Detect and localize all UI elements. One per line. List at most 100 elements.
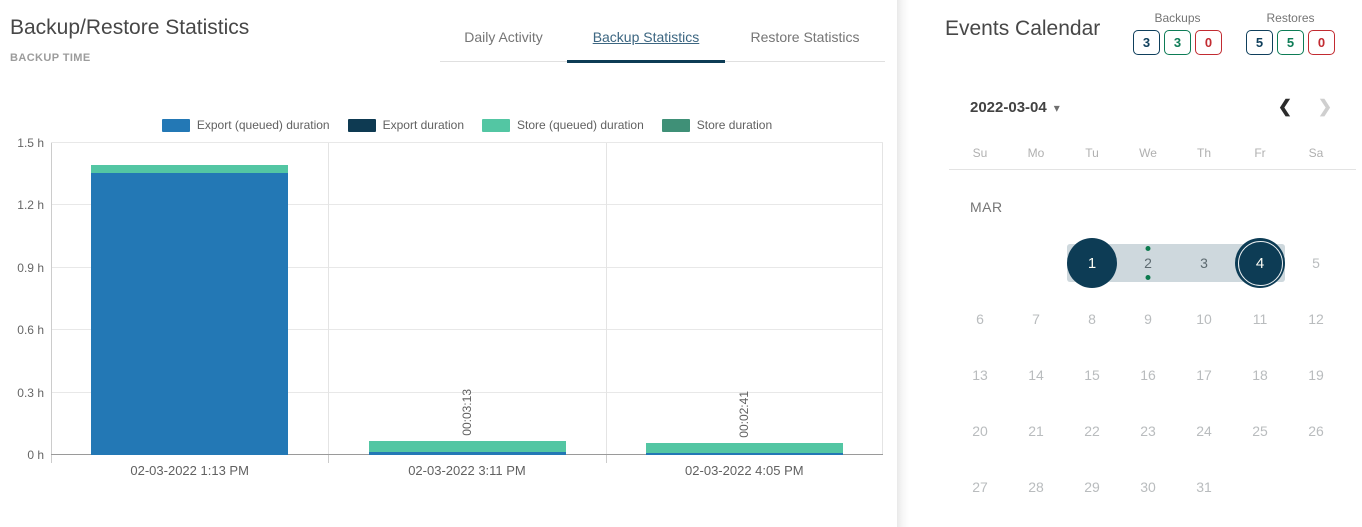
- bar-segment-store-queued-duration[interactable]: [645, 443, 843, 453]
- events-calendar-panel: Events Calendar Backups 3 3 0 Restores 5 5 0 20…: [909, 0, 1362, 527]
- calendar-day[interactable]: 8: [1064, 291, 1120, 347]
- calendar-day[interactable]: 5: [1288, 235, 1344, 291]
- bar-segment-export-queued-duration[interactable]: [645, 452, 843, 455]
- calendar-day[interactable]: 20: [952, 403, 1008, 459]
- gridline-horizontal: [51, 204, 883, 206]
- calendar-day[interactable]: 11: [1232, 291, 1288, 347]
- count-badge: 5: [1277, 30, 1304, 55]
- bar-2: [368, 440, 566, 455]
- calendar-day[interactable]: 14: [1008, 347, 1064, 403]
- day-number: 28: [1028, 479, 1044, 495]
- date-picker[interactable]: 2022-03-04 ▾: [970, 99, 1060, 116]
- counter-group-backups: Backups 3 3 0: [1133, 11, 1222, 55]
- calendar-day[interactable]: 6: [952, 291, 1008, 347]
- bar-segment-store-queued-duration[interactable]: [91, 165, 289, 174]
- calendar-day[interactable]: 31: [1176, 459, 1232, 515]
- y-axis-labels: 0 h 0.3 h 0.6 h 0.9 h 1.2 h 1.5 h: [0, 136, 44, 462]
- selected-range-band: [1176, 244, 1232, 282]
- bar-segment-export-queued-duration[interactable]: [368, 452, 566, 455]
- x-axis-tick: [328, 455, 330, 463]
- calendar-day[interactable]: 10: [1176, 291, 1232, 347]
- calendar-day[interactable]: 1: [1064, 235, 1120, 291]
- calendar-day[interactable]: 7: [1008, 291, 1064, 347]
- event-dot-icon: [1145, 246, 1151, 251]
- chevron-down-icon[interactable]: ▾: [1053, 100, 1060, 115]
- tab-restore-statistics[interactable]: Restore Statistics: [725, 13, 885, 61]
- calendar-day[interactable]: 28: [1008, 459, 1064, 515]
- calendar-day[interactable]: 13: [952, 347, 1008, 403]
- calendar-day[interactable]: 29: [1064, 459, 1120, 515]
- calendar-day[interactable]: 12: [1288, 291, 1344, 347]
- bar-value-text: 00:03:13: [460, 389, 474, 436]
- weekday-divider: [949, 169, 1356, 170]
- calendar-day[interactable]: 26: [1288, 403, 1344, 459]
- day-number: 20: [972, 423, 988, 439]
- calendar-day[interactable]: 25: [1232, 403, 1288, 459]
- chevron-left-icon[interactable]: ❮: [1277, 97, 1293, 116]
- legend-item-export-duration[interactable]: Export duration: [347, 118, 464, 132]
- day-number: 19: [1308, 367, 1324, 383]
- day-number: 21: [1028, 423, 1044, 439]
- bar-value-label: 00:03:13: [460, 389, 474, 436]
- calendar-day-empty: [1008, 235, 1064, 291]
- tab-backup-statistics[interactable]: Backup Statistics: [567, 13, 725, 63]
- y-axis-tick-label: 0.6 h: [17, 323, 44, 338]
- legend-swatch-icon: [661, 118, 690, 132]
- calendar-day[interactable]: 18: [1232, 347, 1288, 403]
- calendar-day[interactable]: 30: [1120, 459, 1176, 515]
- calendar-day[interactable]: 19: [1288, 347, 1344, 403]
- y-axis-tick-label: 1.5 h: [17, 136, 44, 150]
- calendar-day-empty: [952, 235, 1008, 291]
- selected-date[interactable]: 2022-03-04: [970, 99, 1047, 116]
- calendar-day[interactable]: 3: [1176, 235, 1232, 291]
- counter-group-label: Restores: [1266, 11, 1315, 25]
- bar-1: [91, 165, 289, 455]
- calendar-day[interactable]: 2: [1120, 235, 1176, 291]
- calendar-day[interactable]: 22: [1064, 403, 1120, 459]
- bar-segment-export-queued-duration[interactable]: [91, 173, 289, 455]
- legend-item-export-queued-duration[interactable]: Export (queued) duration: [161, 118, 330, 132]
- day-number: 22: [1084, 423, 1100, 439]
- calendar-title: Events Calendar: [945, 17, 1101, 40]
- count-badge: 3: [1164, 30, 1191, 55]
- calendar-day[interactable]: 16: [1120, 347, 1176, 403]
- counter-group-restores: Restores 5 5 0: [1246, 11, 1335, 55]
- legend-swatch-icon: [482, 118, 510, 132]
- weekday-label: Sa: [1308, 146, 1324, 160]
- bar-segment-store-queued-duration[interactable]: [368, 440, 566, 453]
- day-number: 12: [1308, 311, 1324, 327]
- month-label: MAR: [970, 199, 1003, 215]
- calendar-day[interactable]: 17: [1176, 347, 1232, 403]
- x-axis-labels: 02-03-2022 1:13 PM 02-03-2022 3:11 PM 02-0…: [51, 463, 883, 478]
- page-title: Backup/Restore Statistics: [10, 16, 250, 39]
- calendar-day[interactable]: 21: [1008, 403, 1064, 459]
- gridline-horizontal: [51, 266, 883, 268]
- tab-daily-activity[interactable]: Daily Activity: [440, 13, 567, 61]
- day-number: 26: [1308, 423, 1324, 439]
- event-counters: Backups 3 3 0 Restores 5 5 0: [1133, 11, 1335, 55]
- weekday-label: Tu: [1085, 146, 1099, 160]
- calendar-day[interactable]: 15: [1064, 347, 1120, 403]
- calendar-day[interactable]: 9: [1120, 291, 1176, 347]
- day-number: 31: [1196, 479, 1212, 495]
- legend-item-store-duration[interactable]: Store duration: [661, 118, 773, 132]
- weekday-label: Th: [1196, 146, 1211, 160]
- bar-value-text: 00:02:41: [737, 391, 752, 439]
- calendar-day-empty: [1288, 459, 1344, 515]
- bar-chart-plot: 00:03:13 00:02:41: [51, 142, 883, 463]
- selected-day-circle: 1: [1067, 238, 1117, 288]
- calendar-day[interactable]: 23: [1120, 403, 1176, 459]
- legend-label: Store duration: [696, 118, 773, 132]
- legend-item-store-queued-duration[interactable]: Store (queued) duration: [482, 118, 644, 132]
- x-axis-tick: [605, 455, 607, 463]
- chevron-right-icon[interactable]: ❯: [1317, 97, 1333, 116]
- bar-value-label: 00:02:41: [737, 391, 751, 438]
- x-axis-category-label: 02-03-2022 4:05 PM: [685, 463, 804, 478]
- calendar-day[interactable]: 24: [1176, 403, 1232, 459]
- calendar-day[interactable]: 27: [952, 459, 1008, 515]
- y-axis-tick-label: 0.3 h: [17, 385, 44, 400]
- day-number: 9: [1144, 311, 1152, 327]
- day-number: 18: [1252, 367, 1268, 383]
- calendar-day[interactable]: 4: [1232, 235, 1288, 291]
